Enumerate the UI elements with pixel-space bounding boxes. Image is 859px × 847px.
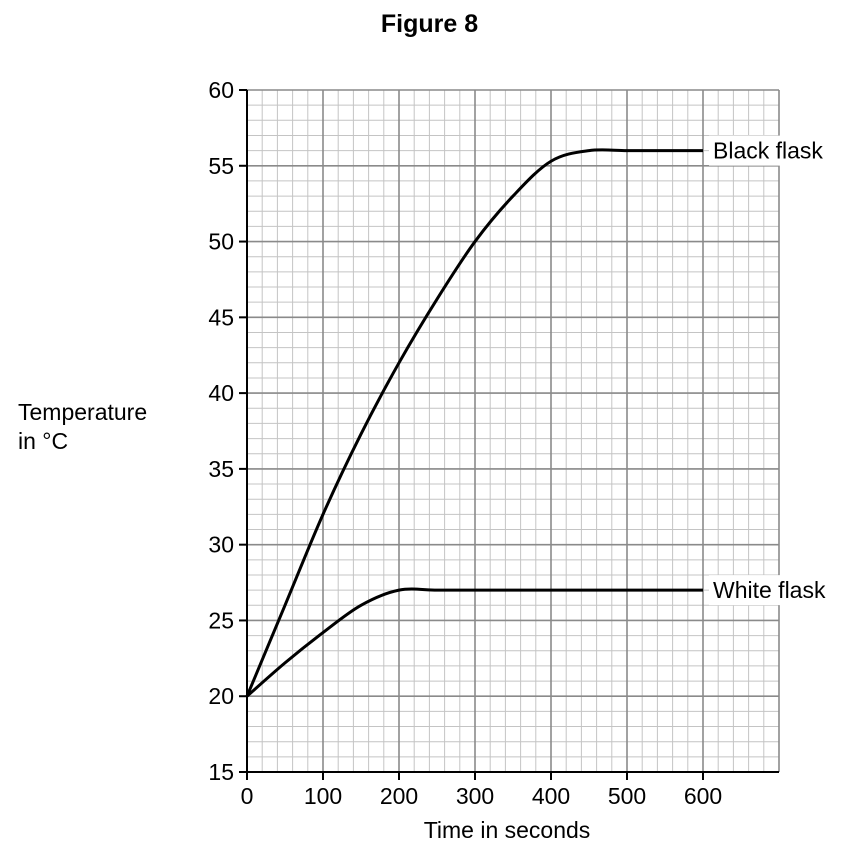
series-labels: Black flask White flask (709, 135, 832, 606)
x-tick-label: 300 (456, 783, 494, 809)
y-axis-label-line-1: Temperature (18, 399, 148, 425)
y-tick-label: 50 (208, 229, 234, 255)
x-tick-label: 200 (380, 783, 418, 809)
y-tick-label: 20 (208, 683, 234, 709)
white-flask-line (246, 587, 703, 698)
x-tick-label: 100 (304, 783, 342, 809)
y-tick-label: 15 (208, 759, 234, 785)
x-tick-label: 400 (532, 783, 570, 809)
black-flask-line (245, 148, 703, 697)
y-axis-label: Temperature in °C (18, 398, 147, 456)
series-lines (245, 148, 703, 698)
y-tick-label: 25 (208, 607, 234, 633)
black-flask-label-bg (709, 135, 829, 166)
y-tick-label: 45 (208, 304, 234, 330)
y-tick-label: 55 (208, 153, 234, 179)
y-tick-label: 35 (208, 456, 234, 482)
y-axis-label-line-2: in °C (18, 428, 69, 454)
y-tick-label: 30 (208, 532, 234, 558)
axes (239, 89, 779, 780)
y-tick-label: 40 (208, 380, 234, 406)
x-axis-label: Time in seconds (424, 817, 591, 843)
y-tick-label: 60 (208, 77, 234, 103)
white-flask-label-bg (709, 575, 832, 606)
grid-major (246, 89, 780, 773)
figure-title: Figure 8 (380, 10, 479, 38)
x-tick-label: 600 (684, 783, 722, 809)
x-tick-label: 500 (608, 783, 646, 809)
x-tick-label: 0 (241, 783, 254, 809)
black-flask-label: Black flask (713, 138, 823, 164)
white-flask-label: White flask (713, 577, 826, 603)
grid-minor (246, 89, 780, 773)
